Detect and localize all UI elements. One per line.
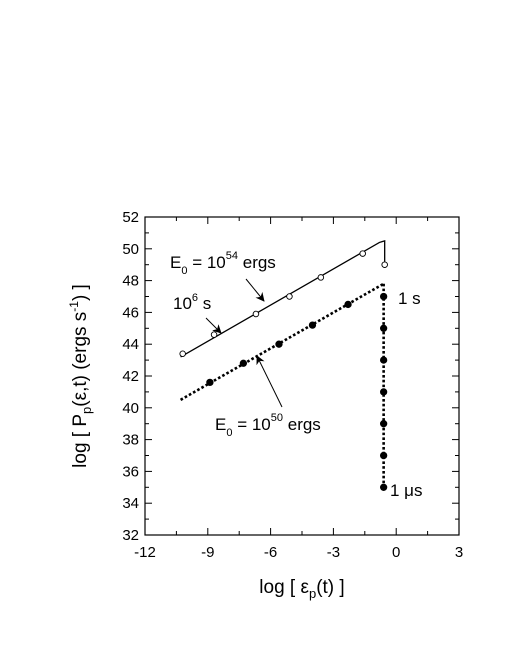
y-axis-tick-labels: 32 34 36 38 40 42 44 46 48 50 52 — [122, 209, 139, 544]
x-axis-ticks — [144, 217, 460, 535]
arrow-e50 — [256, 355, 283, 408]
y-axis-title-mid: (ε,t) (ergs s — [70, 312, 91, 407]
series-2-point-6 — [379, 483, 388, 491]
series-0-point-6 — [381, 261, 388, 268]
y-tick-label-8: 48 — [122, 273, 139, 290]
x-tick-label-0: -12 — [134, 544, 156, 561]
series-1-point-0 — [206, 378, 214, 387]
y-axis-title: log [ Pp(ε,t) (ergs s-1) ] — [67, 284, 94, 468]
series-2-point-5 — [379, 451, 388, 460]
y-tick-label-1: 34 — [122, 495, 139, 512]
series-1-point-3 — [308, 321, 317, 329]
series-2-point-1 — [379, 324, 388, 332]
series-2-point-4 — [379, 420, 388, 428]
x-tick-label-5: 3 — [455, 544, 463, 561]
annotation-t1us: 1 μs — [390, 481, 422, 500]
annotation-t6: 106 s — [173, 292, 211, 313]
y-axis-title-end: ) ] — [70, 284, 91, 301]
series-0-point-2 — [252, 310, 260, 318]
series-2-point-3 — [379, 388, 388, 396]
y-axis-title-sup: -1 — [67, 301, 81, 312]
annotation-t1s: 1 s — [398, 289, 421, 308]
y-tick-label-3: 38 — [122, 432, 139, 449]
series-line-1 — [179, 282, 385, 401]
series-line-0 — [180, 239, 386, 358]
series-2-point-2 — [379, 356, 388, 364]
y-tick-label-10: 52 — [122, 209, 139, 226]
arrow-t6 — [205, 317, 222, 334]
x-tick-label-3: -3 — [327, 544, 340, 561]
y-tick-label-6: 44 — [122, 336, 139, 353]
y-axis-title-sub: p — [79, 407, 94, 414]
x-tick-label-2: -6 — [264, 544, 277, 561]
x-axis-tick-labels: -12 -9 -6 -3 0 3 — [134, 544, 463, 561]
series-0-point-1 — [210, 331, 218, 338]
series-0-point-3 — [286, 293, 293, 300]
x-axis-title-sub: p — [309, 586, 316, 601]
y-tick-label-5: 42 — [122, 368, 139, 385]
y-tick-label-7: 46 — [122, 304, 139, 321]
series-1-point-2 — [275, 340, 283, 348]
series-0-point-5 — [359, 250, 366, 257]
x-axis-title: log [ εp(t) ] — [259, 577, 344, 601]
x-tick-label-1: -9 — [201, 544, 214, 561]
series-points — [179, 250, 388, 491]
arrow-e54 — [245, 278, 265, 302]
y-tick-label-2: 36 — [122, 463, 139, 480]
series-1-point-4 — [344, 300, 352, 309]
series-1-point-1 — [239, 359, 248, 367]
y-axis-title-log: log [ P — [70, 414, 91, 468]
series-0-point-0 — [179, 350, 186, 357]
x-tick-label-4: 0 — [392, 544, 400, 561]
y-tick-label-0: 32 — [122, 527, 139, 544]
y-tick-label-9: 50 — [122, 241, 139, 258]
x-axis-title-rest: (t) ] — [316, 577, 345, 598]
series-2-point-0 — [379, 292, 388, 301]
y-axis-ticks — [145, 216, 459, 536]
annotation-e50: E0 = 1050 ergs — [215, 412, 321, 439]
series-lines — [179, 239, 386, 488]
x-axis-title-log: log [ ε — [259, 577, 309, 598]
y-tick-label-4: 40 — [122, 400, 139, 417]
series-0-point-4 — [317, 274, 325, 281]
annotation-e54: E0 = 1054 ergs — [170, 250, 276, 277]
